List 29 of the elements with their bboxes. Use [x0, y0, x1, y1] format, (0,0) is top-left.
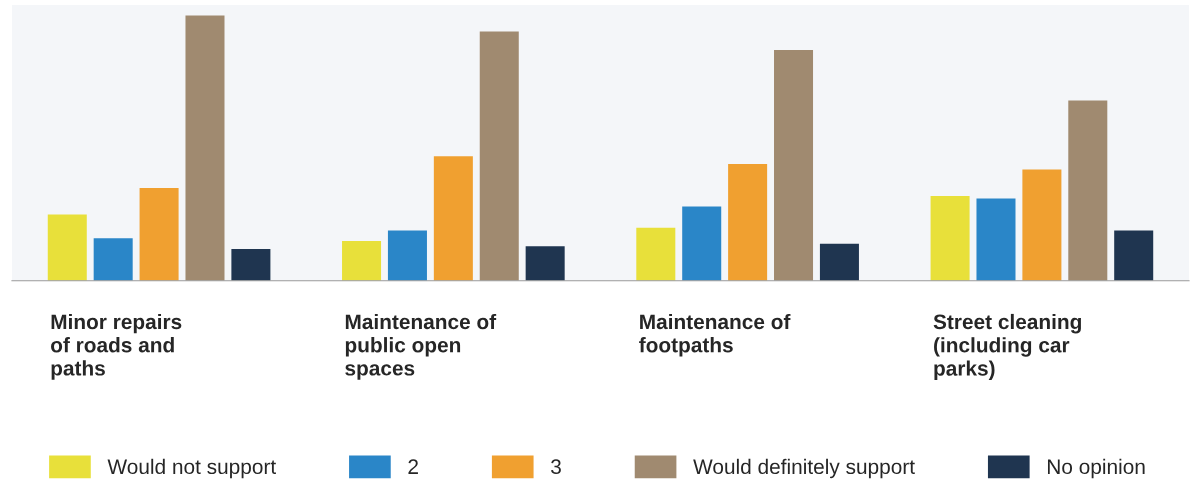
bar	[1068, 100, 1108, 281]
legend-label: Would not support	[107, 458, 277, 479]
bar	[387, 230, 427, 281]
bar	[433, 156, 473, 281]
x-tick-label: Street cleaning (including car parks)	[933, 313, 1081, 380]
bar	[682, 206, 722, 281]
bar	[819, 243, 859, 281]
bar	[774, 50, 814, 281]
bar	[139, 187, 179, 281]
bar	[1114, 230, 1154, 281]
legend-label: 2	[408, 459, 418, 474]
bar	[479, 31, 519, 281]
bar	[930, 195, 970, 281]
x-tick-label: Maintenance of footpaths	[639, 313, 791, 357]
x-tick-label: Minor repairs of roads and paths	[51, 313, 182, 380]
bar	[93, 238, 133, 281]
legend-label: No opinion	[1047, 458, 1145, 479]
bar	[525, 246, 565, 281]
bar	[976, 198, 1016, 281]
bar	[185, 15, 225, 281]
bar	[728, 164, 768, 281]
bar	[636, 227, 676, 281]
bar	[231, 248, 271, 281]
bar	[1022, 169, 1062, 281]
bar	[47, 214, 87, 281]
bar	[342, 241, 382, 281]
legend-label: Would definitely support	[693, 458, 915, 479]
legend-label: 3	[551, 459, 561, 475]
x-tick-label: Maintenance of public open spaces	[345, 313, 497, 380]
